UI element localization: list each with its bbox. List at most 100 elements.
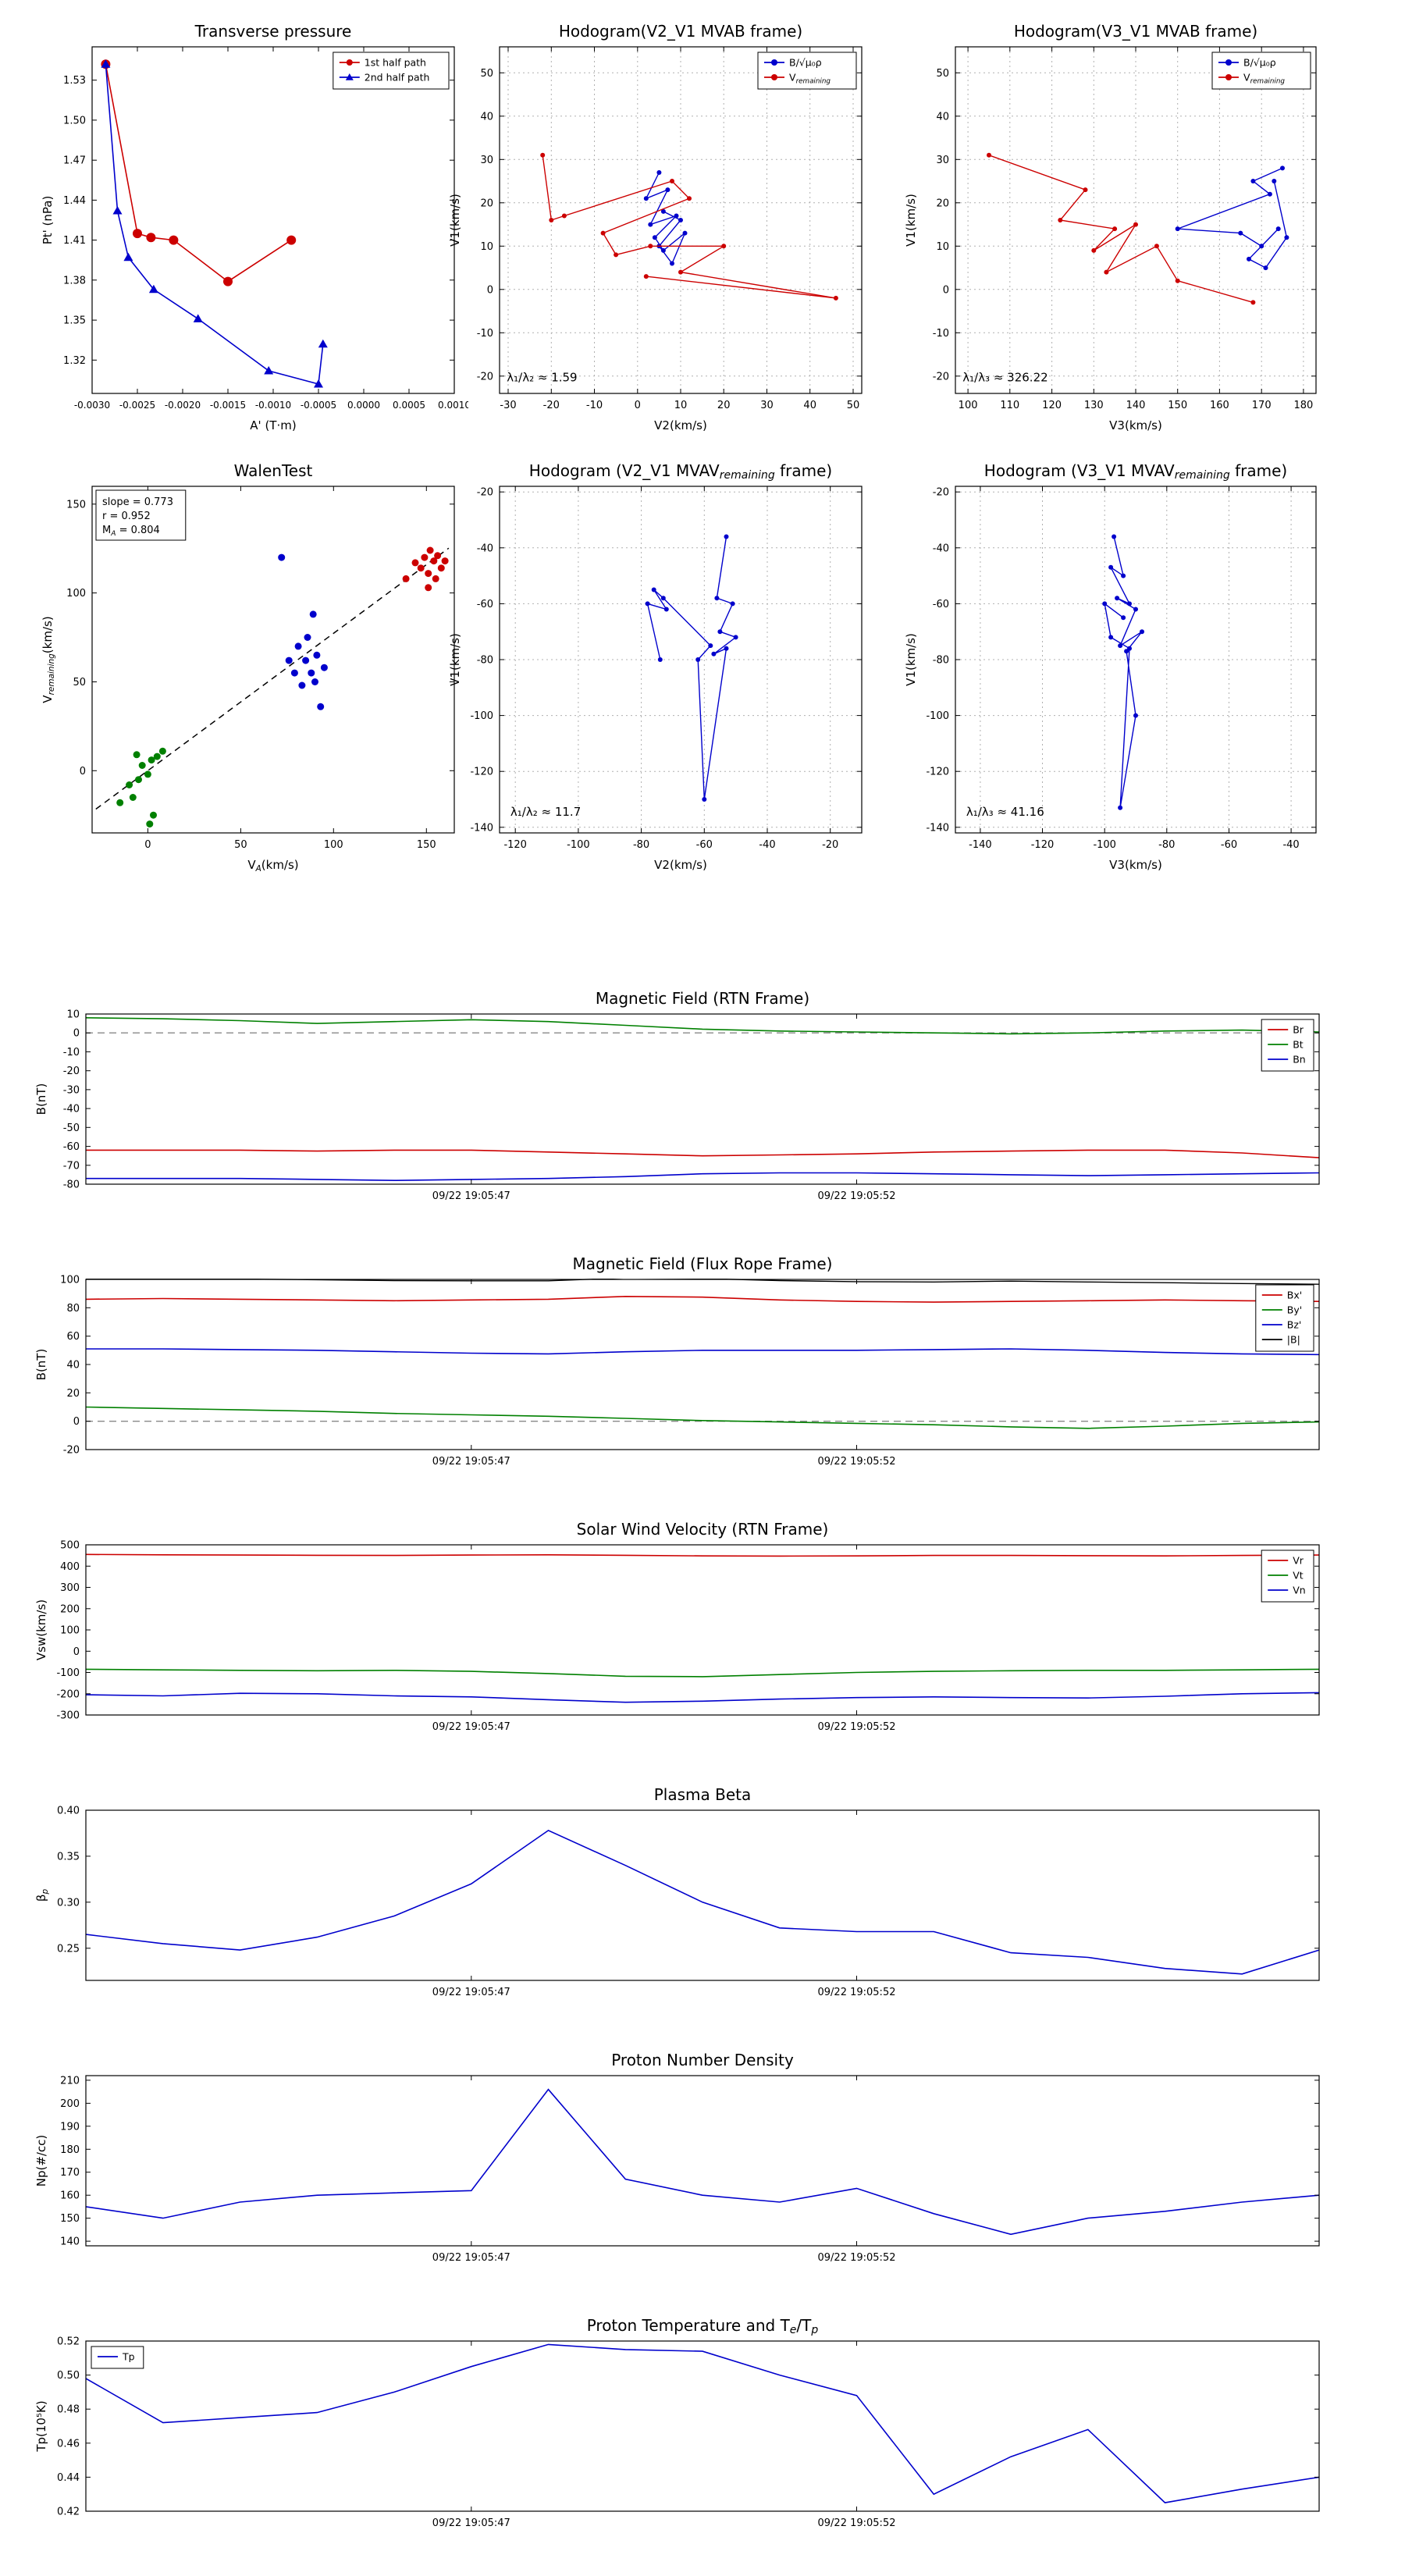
- svg-text:-40: -40: [477, 543, 493, 554]
- y-axis-label: V1(km/s): [904, 194, 918, 247]
- svg-text:-20: -20: [477, 487, 493, 499]
- svg-text:50: 50: [234, 839, 247, 851]
- y-axis-label: Vremaining(km/s): [41, 616, 56, 703]
- chart-hodogram-v2v1-mvab: -30 -20 -10 0 10 20 30 40 50 -20 -10 0 10 20 30 40 50 Hod…: [437, 16, 874, 443]
- chart-svg-transverse-pressure: -0.0030 -0.0025 -0.0020 -0.0015 -0.0010 -0.00…: [41, 22, 471, 432]
- legend-box: [1261, 1019, 1314, 1072]
- chart-title: Hodogram (V2_V1 MVAVremaining frame): [529, 461, 832, 482]
- svg-text:0.35: 0.35: [57, 1851, 80, 1863]
- svg-text:-80: -80: [933, 655, 949, 667]
- svg-text:-100: -100: [470, 710, 493, 722]
- series-Bz': [86, 1348, 1320, 1356]
- chart-title: WalenTest: [234, 461, 313, 480]
- chart-svg-mag-fluxrope: 09/22 19:05:47 09/22 19:05:52 -20 0 20 40 60 80…: [34, 1254, 1320, 1468]
- svg-text:0.52: 0.52: [57, 2336, 80, 2348]
- svg-text:1.32: 1.32: [63, 355, 86, 367]
- svg-text:1.50: 1.50: [63, 115, 86, 126]
- svg-text:20: 20: [936, 197, 949, 209]
- svg-text:-120: -120: [503, 839, 527, 851]
- series-Np: [85, 2088, 1320, 2236]
- y-axis-label: Pt' (nPa): [41, 196, 55, 245]
- svg-text:-20: -20: [63, 1066, 80, 1077]
- chart-svg-proton-density: 09/22 19:05:47 09/22 19:05:52 140 150 160 170…: [34, 2051, 1320, 2264]
- legend-box: [91, 2346, 144, 2369]
- legend-label: 1st half path: [365, 57, 426, 69]
- svg-text:0.0005: 0.0005: [393, 400, 425, 411]
- y-axis-label: V1(km/s): [448, 633, 462, 686]
- svg-text:40: 40: [803, 400, 816, 411]
- svg-text:50: 50: [936, 68, 949, 80]
- svg-text:200: 200: [60, 1603, 80, 1615]
- legend-label: Vremaining: [789, 72, 831, 86]
- svg-text:-60: -60: [1221, 839, 1237, 851]
- svg-text:40: 40: [936, 111, 949, 123]
- y-axis-label: βp: [34, 1889, 50, 1902]
- svg-text:1.47: 1.47: [63, 155, 86, 167]
- legend-box: [757, 52, 857, 90]
- svg-text:-70: -70: [63, 1160, 80, 1172]
- series-Vt: [85, 1668, 1320, 1678]
- chart-title: Transverse pressure: [194, 22, 352, 41]
- svg-text:110: 110: [1000, 400, 1019, 411]
- svg-text:180: 180: [1293, 400, 1313, 411]
- legend-label: Vn: [1293, 1585, 1305, 1596]
- svg-text:10: 10: [936, 241, 949, 253]
- series-V-remaining: [988, 155, 1254, 304]
- svg-text:-60: -60: [63, 1141, 80, 1153]
- svg-text:-140: -140: [926, 822, 949, 834]
- chart-svg-proton-temp: 09/22 19:05:47 09/22 19:05:52 0.42 0.44 0.46…: [34, 2316, 1320, 2529]
- chart-title: Plasma Beta: [654, 1785, 752, 1804]
- svg-text:50: 50: [847, 400, 860, 411]
- legend-label: |B|: [1287, 1334, 1300, 1346]
- svg-text:40: 40: [66, 1360, 80, 1372]
- svg-text:0.25: 0.25: [57, 1943, 80, 1955]
- svg-text:400: 400: [60, 1561, 80, 1573]
- svg-text:09/22 19:05:52: 09/22 19:05:52: [818, 2517, 896, 2529]
- svg-text:-20: -20: [63, 1445, 80, 1457]
- chart-transverse-pressure: -0.0030 -0.0025 -0.0020 -0.0015 -0.0010 -0.00…: [23, 16, 471, 443]
- y-axis-label: Tp(10⁵K): [34, 2400, 48, 2452]
- chart-hodogram-v2v1-mvav: -120 -100 -80 -60 -40 -20 -140 -120 -100 -80 -60 -4…: [437, 455, 874, 883]
- chart-magnetic-field-fluxrope: 09/22 19:05:47 09/22 19:05:52 -20 0 20 40 60 80…: [23, 1251, 1382, 1487]
- series-Bn: [86, 1172, 1320, 1182]
- svg-text:80: 80: [66, 1303, 80, 1315]
- y-axis-label: V1(km/s): [448, 194, 462, 247]
- legend-label: Vr: [1293, 1555, 1304, 1567]
- svg-text:-200: -200: [56, 1688, 80, 1700]
- svg-text:190: 190: [60, 2121, 80, 2133]
- svg-text:-80: -80: [633, 839, 649, 851]
- chart-title: Hodogram(V3_V1 MVAB frame): [1014, 22, 1257, 41]
- svg-text:0: 0: [73, 1646, 80, 1658]
- x-axis-label: V3(km/s): [1109, 858, 1162, 872]
- x-axis-label: VA(km/s): [247, 858, 298, 873]
- svg-text:1.44: 1.44: [63, 195, 86, 207]
- svg-text:-20: -20: [933, 371, 949, 382]
- series-1st half path: [105, 64, 292, 283]
- svg-text:-0.0005: -0.0005: [301, 400, 336, 411]
- svg-text:60: 60: [66, 1331, 80, 1343]
- svg-text:-30: -30: [63, 1084, 80, 1096]
- svg-text:100: 100: [66, 588, 86, 600]
- lambda-ratio-annotation: λ₁/λ₂ ≈ 11.7: [510, 805, 581, 819]
- chart-hodogram-v3v1-mvav: -140 -120 -100 -80 -60 -40 -140 -120 -100 -80 -60 -…: [890, 455, 1327, 883]
- svg-text:0.50: 0.50: [57, 2370, 80, 2382]
- chart-svg-hodogram-v2v1-mvab: -30 -20 -10 0 10 20 30 40 50 -20 -10 0 10 20 30 40 50 Hod…: [448, 22, 863, 432]
- svg-text:30: 30: [760, 400, 774, 411]
- svg-text:-0.0020: -0.0020: [165, 400, 201, 411]
- svg-text:0.48: 0.48: [57, 2404, 80, 2416]
- svg-text:09/22 19:05:52: 09/22 19:05:52: [818, 1987, 896, 1998]
- series-By': [85, 1406, 1320, 1429]
- svg-text:09/22 19:05:47: 09/22 19:05:47: [432, 1721, 510, 1733]
- svg-text:-80: -80: [1158, 839, 1175, 851]
- svg-text:0.44: 0.44: [57, 2472, 80, 2484]
- y-axis-label: V1(km/s): [904, 633, 918, 686]
- chart-svg-hodogram-v3v1-mvab: 100 110 120 130 140 150 160 170 180 -20 -10 0 10 20 30…: [904, 22, 1317, 432]
- svg-text:-60: -60: [696, 839, 713, 851]
- legend-label: Tp: [122, 2351, 135, 2363]
- svg-text:-40: -40: [933, 543, 949, 554]
- svg-text:170: 170: [1252, 400, 1272, 411]
- svg-text:-100: -100: [926, 710, 949, 722]
- svg-text:-120: -120: [470, 767, 493, 778]
- svg-text:0.0000: 0.0000: [347, 400, 380, 411]
- chart-svg-vsw-rtn: 09/22 19:05:47 09/22 19:05:52 -300 -200 -100…: [34, 1520, 1320, 1733]
